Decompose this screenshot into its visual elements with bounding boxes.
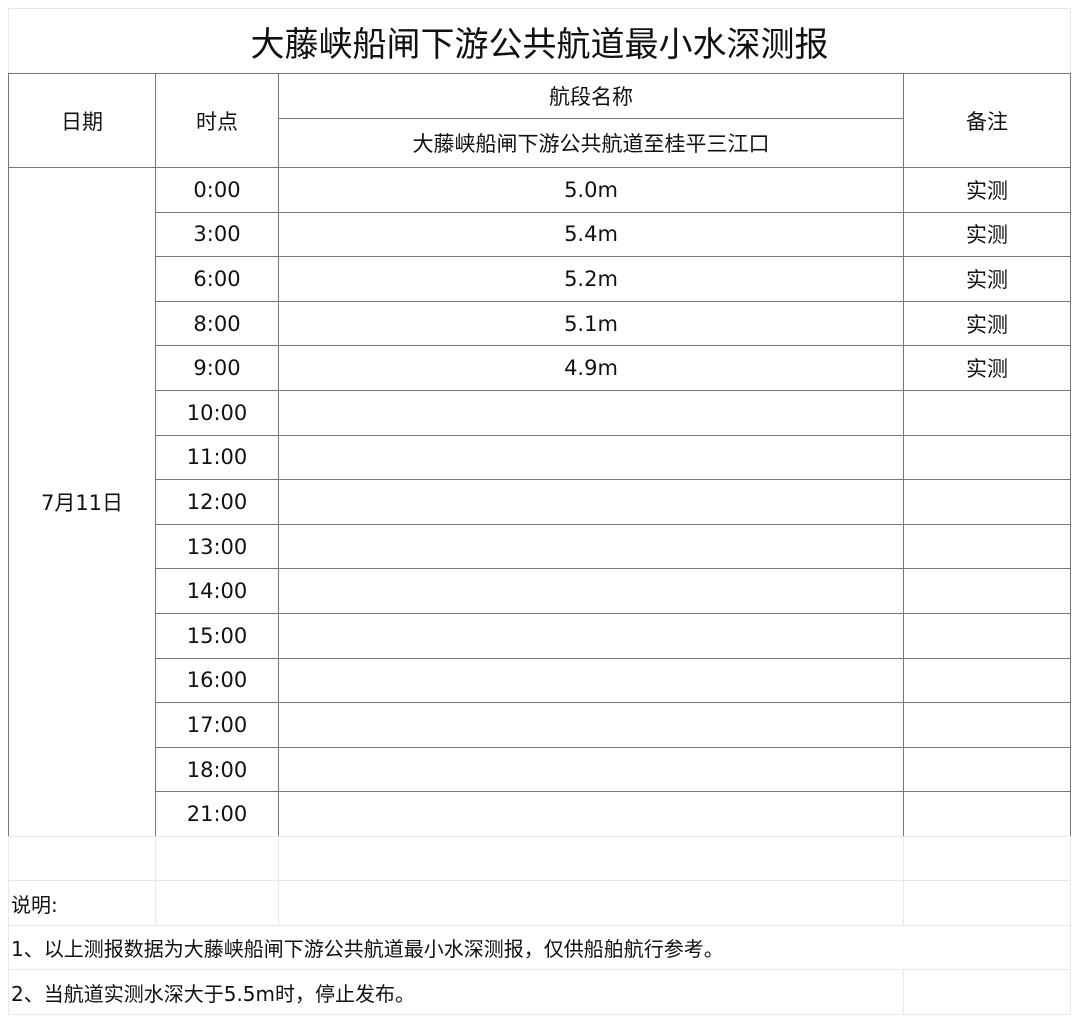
row-time-cell: 0:00 <box>155 167 279 213</box>
row-time-cell: 3:00 <box>155 211 279 258</box>
row-remark-cell: 实测 <box>903 211 1071 258</box>
note-2: 2、当航道实测水深大于5.5m时，停止发布。 <box>8 969 904 1015</box>
blank-row <box>903 836 1071 881</box>
row-depth-cell <box>278 523 904 570</box>
note-1: 1、以上测报数据为大藤峡船闸下游公共航道最小水深测报，仅供船舶航行参考。 <box>8 925 1071 970</box>
date-cell: 7月11日 <box>8 167 156 837</box>
row-time-cell: 8:00 <box>155 300 279 347</box>
row-remark-cell <box>903 390 1071 436</box>
row-time-cell: 6:00 <box>155 256 279 302</box>
row-depth-cell: 5.1m <box>278 300 904 347</box>
header-date: 日期 <box>8 73 156 168</box>
row-depth-cell: 4.9m <box>278 345 904 391</box>
row-time-cell: 9:00 <box>155 345 279 391</box>
row-remark-cell <box>903 479 1071 525</box>
row-depth-cell <box>278 791 904 837</box>
row-depth-cell: 5.2m <box>278 256 904 302</box>
row-depth-cell <box>278 702 904 748</box>
row-remark-cell: 实测 <box>903 167 1071 213</box>
blank-row <box>8 836 156 881</box>
header-remark: 备注 <box>903 73 1071 168</box>
row-depth-cell <box>278 657 904 704</box>
row-time-cell: 15:00 <box>155 613 279 659</box>
row-remark-cell <box>903 434 1071 481</box>
row-time-cell: 14:00 <box>155 568 279 614</box>
row-depth-cell: 5.0m <box>278 167 904 213</box>
row-depth-cell <box>278 746 904 793</box>
row-time-cell: 10:00 <box>155 390 279 436</box>
header-section: 大藤峡船闸下游公共航道至桂平三江口 <box>278 118 904 168</box>
row-depth-cell <box>278 568 904 614</box>
row-remark-cell <box>903 746 1071 793</box>
notes-blank <box>903 880 1071 926</box>
row-remark-cell <box>903 791 1071 837</box>
row-remark-cell <box>903 657 1071 704</box>
blank-row <box>155 836 279 881</box>
row-depth-cell <box>278 390 904 436</box>
report-title: 大藤峡船闸下游公共航道最小水深测报 <box>8 8 1071 74</box>
row-time-cell: 21:00 <box>155 791 279 837</box>
row-time-cell: 18:00 <box>155 746 279 793</box>
row-time-cell: 11:00 <box>155 434 279 481</box>
row-time-cell: 12:00 <box>155 479 279 525</box>
header-section-name: 航段名称 <box>278 73 904 119</box>
row-remark-cell <box>903 613 1071 659</box>
row-depth-cell <box>278 434 904 481</box>
blank-row <box>278 836 904 881</box>
row-remark-cell <box>903 523 1071 570</box>
row-remark-cell: 实测 <box>903 345 1071 391</box>
row-time-cell: 16:00 <box>155 657 279 704</box>
note-2-blank <box>903 969 1071 1015</box>
notes-blank <box>155 880 279 926</box>
notes-label: 说明: <box>8 880 156 926</box>
row-remark-cell: 实测 <box>903 256 1071 302</box>
row-depth-cell: 5.4m <box>278 211 904 258</box>
row-depth-cell <box>278 479 904 525</box>
header-time: 时点 <box>155 73 279 168</box>
notes-blank <box>278 880 904 926</box>
row-time-cell: 17:00 <box>155 702 279 748</box>
row-depth-cell <box>278 613 904 659</box>
row-time-cell: 13:00 <box>155 523 279 570</box>
row-remark-cell <box>903 702 1071 748</box>
row-remark-cell <box>903 568 1071 614</box>
row-remark-cell: 实测 <box>903 300 1071 347</box>
